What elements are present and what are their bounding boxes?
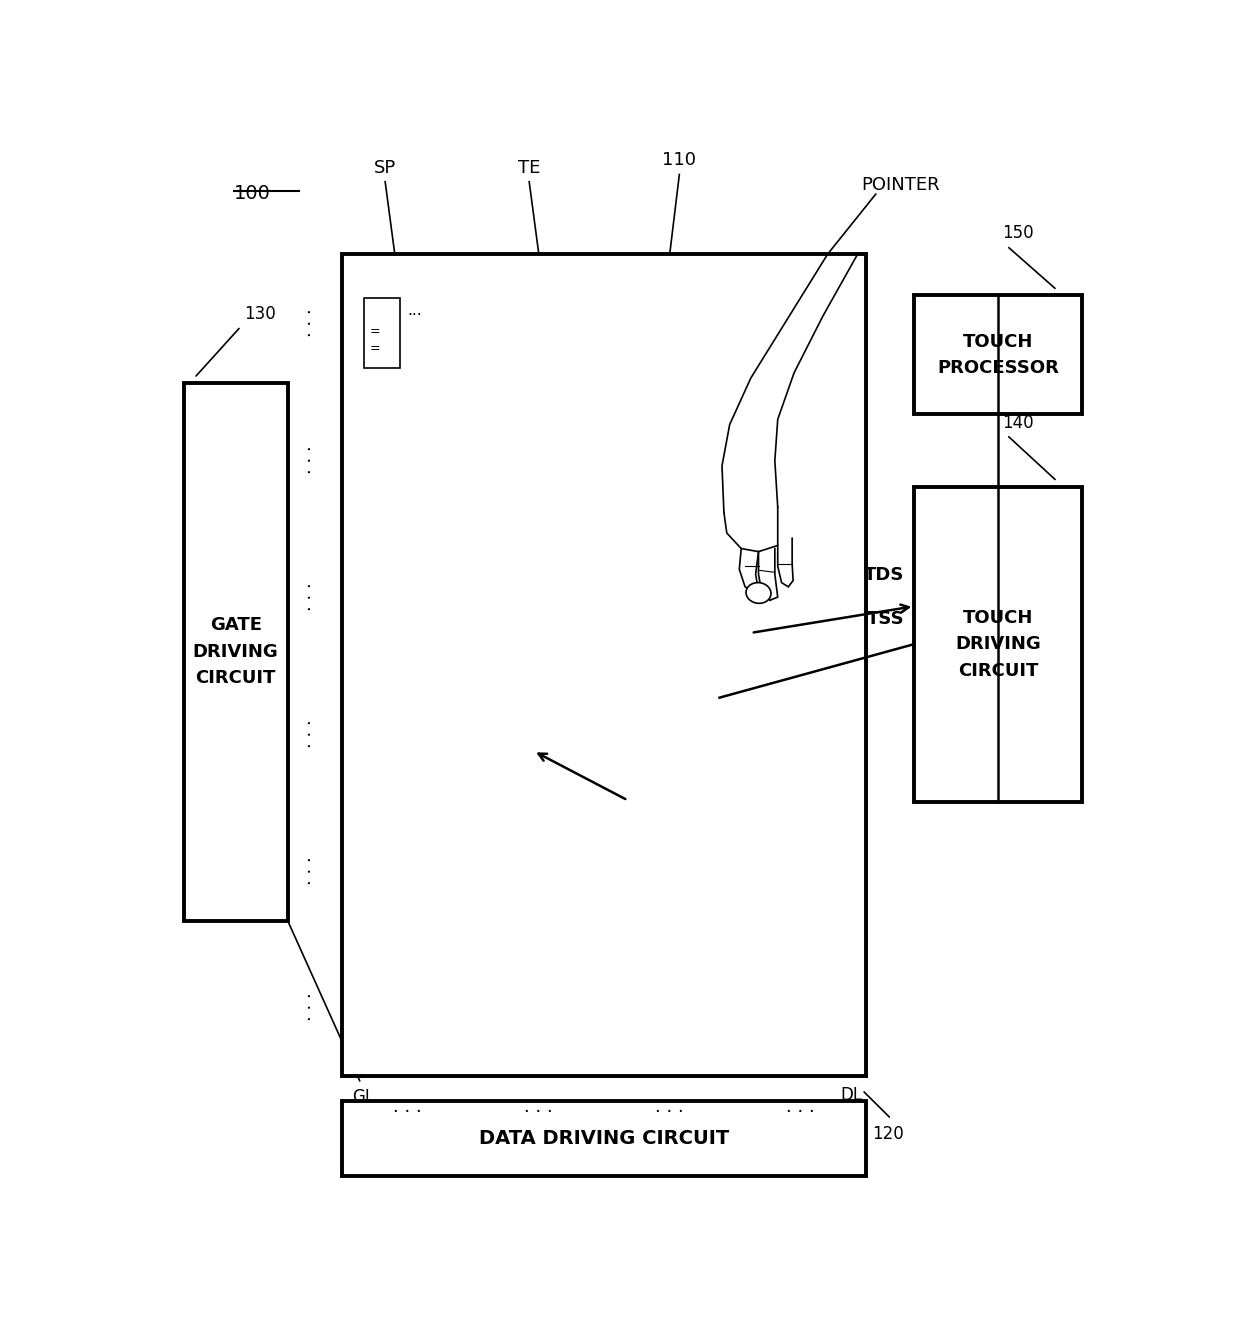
Text: =: = (370, 325, 379, 338)
Bar (746, 815, 854, 926)
Bar (342, 254, 866, 1075)
Text: . . .: . . . (393, 1098, 423, 1115)
Bar (485, 404, 593, 515)
Bar (485, 678, 593, 789)
Text: . . .: . . . (525, 1098, 553, 1115)
Bar (353, 951, 461, 1063)
Text: 120: 120 (872, 1125, 904, 1143)
Bar (184, 384, 288, 921)
Bar (616, 404, 724, 515)
Text: DATA DRIVING CIRCUIT: DATA DRIVING CIRCUIT (479, 1129, 729, 1147)
Bar (485, 815, 593, 926)
Text: GL: GL (352, 1088, 374, 1106)
Bar (746, 404, 854, 515)
Text: DL: DL (841, 1086, 862, 1104)
Bar (616, 678, 724, 789)
Bar (353, 541, 461, 652)
Text: TSS: TSS (867, 609, 905, 628)
Bar (363, 298, 401, 368)
Bar (485, 541, 593, 652)
Text: POINTER: POINTER (862, 176, 940, 195)
Bar (485, 951, 593, 1063)
Text: ...: ... (408, 303, 423, 318)
Text: 140: 140 (1002, 413, 1033, 432)
Text: TDS: TDS (864, 565, 905, 584)
Text: TE: TE (518, 158, 541, 177)
Text: . . .: . . . (296, 719, 315, 747)
Bar (342, 1102, 866, 1176)
Text: 110: 110 (662, 152, 697, 169)
Bar (485, 267, 593, 378)
Bar (353, 815, 461, 926)
Text: . . .: . . . (296, 582, 315, 611)
Text: . . .: . . . (786, 1098, 815, 1115)
Text: =: = (370, 342, 379, 356)
Ellipse shape (746, 582, 771, 604)
Bar (746, 541, 854, 652)
Bar (616, 541, 724, 652)
Bar (353, 678, 461, 789)
Text: 100: 100 (234, 184, 270, 203)
Text: 130: 130 (244, 305, 275, 323)
Text: . . .: . . . (296, 446, 315, 474)
Bar (914, 295, 1083, 415)
Bar (353, 404, 461, 515)
Bar (914, 487, 1083, 801)
Text: 150: 150 (1002, 224, 1033, 242)
Text: SP: SP (374, 158, 397, 177)
Text: . . .: . . . (296, 309, 315, 337)
Text: TOUCH
DRIVING
CIRCUIT: TOUCH DRIVING CIRCUIT (955, 609, 1042, 679)
Text: TOUCH
PROCESSOR: TOUCH PROCESSOR (937, 333, 1059, 377)
Bar (746, 951, 854, 1063)
Bar (616, 267, 724, 378)
Text: GATE
DRIVING
CIRCUIT: GATE DRIVING CIRCUIT (193, 616, 279, 687)
Bar (616, 815, 724, 926)
Text: . . .: . . . (296, 856, 315, 884)
Bar (353, 267, 461, 378)
Bar (746, 678, 854, 789)
Text: . . .: . . . (656, 1098, 684, 1115)
Bar (616, 951, 724, 1063)
Text: . . .: . . . (296, 993, 315, 1021)
Bar (746, 267, 854, 378)
